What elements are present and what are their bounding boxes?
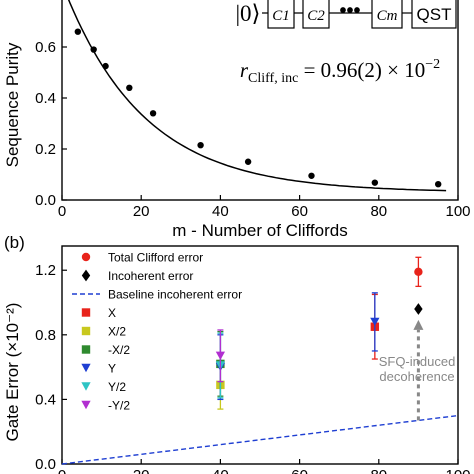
panel-b-ytick-label: 0.4 [35,391,56,408]
purity-point [90,46,97,53]
panel-b-ytick-label: 0.8 [35,327,56,344]
purity-point [197,141,204,149]
panel-b-xtick-label: 80 [370,467,387,474]
baseline-line [61,414,459,465]
panel-a-plot: Sequence Purity m - Number of Cliffords … [3,0,471,240]
panel-b-xtick-label: 100 [445,467,470,474]
legend-label-y: Y [108,362,116,376]
circuit-ket: |0⟩ [235,1,260,26]
legend-swatch-x [81,308,91,317]
panel-a-ylabel: Sequence Purity [3,42,22,167]
circuit-diagram: |0⟩ C1 C2 ••• Cm QST [235,0,457,29]
legend-label-y-2: -Y/2 [108,399,130,413]
point-incoherent-error [414,303,423,315]
gate-cm-label: Cm [377,8,398,24]
point-y [370,317,380,327]
gate-c2-box [302,0,330,29]
panel-b-xtick-label: 60 [291,467,308,474]
panel-b-ylabel: Gate Error (×10⁻²) [3,303,22,442]
fit-curve [67,0,447,192]
qst-label: QST [417,5,452,24]
qst-box [411,0,457,29]
purity-point [102,62,109,70]
gate-cm-box [371,0,403,29]
legend-swatch-y-2 [81,400,91,410]
panel-b-xtick-label: 20 [133,467,150,474]
gate-c1-label: C1 [272,8,290,24]
panel-b-ytick-label: 0.0 [35,456,56,473]
panel-b-frame [61,245,459,465]
legend-label-incoherent-error: Incoherent error [108,269,193,283]
legend-label-y-2: Y/2 [108,380,126,394]
rate-annotation: rCliff, inc = 0.96(2) × 10−2 [240,57,440,86]
gate-ellipsis: ••• [339,0,360,22]
legend-label-x-2: X/2 [108,325,126,339]
panel-a-xlabel: m - Number of Cliffords [172,221,347,240]
panel-a-ytick-label: 0.6 [35,39,56,56]
legend-swatch-total-clifford-error [81,252,91,262]
panel-a-frame [61,0,459,201]
panel-b-xtick-label: 40 [212,467,229,474]
purity-point [371,179,379,186]
gate-c1-box [267,0,295,29]
panel-b-label: (b) [4,233,25,252]
panel-a-xtick-label: 40 [212,203,229,220]
panel-b-plot: (b) Gate Error (×10⁻²) SFQ-induced decoh… [3,233,471,474]
legend-label-x-2: -X/2 [108,343,130,357]
panel-a-ytick-label: 0.2 [35,141,56,158]
panel-a-ytick-label: 0.4 [35,90,56,107]
panel-a-xtick-label: 0 [58,203,66,220]
panel-a-xtick-label: 60 [291,203,308,220]
legend-label-baseline-incoherent-error: Baseline incoherent error [108,288,242,302]
gate-c2-label: C2 [307,8,325,24]
purity-point [126,84,133,92]
panel-a-ytick-label: 0.0 [35,192,56,209]
panel-b-ytick-label: 1.2 [35,262,56,279]
purity-point [308,172,315,179]
legend-label-total-clifford-error: Total Clifford error [108,251,203,265]
legend-swatch-x-2 [81,326,91,336]
legend-swatch-incoherent-error [81,269,91,282]
purity-point [435,180,442,188]
legend-label-x: X [108,306,116,320]
point-y-2 [215,351,226,361]
panel-a-xtick-label: 80 [370,203,387,220]
legend-swatch-y [81,363,91,373]
purity-point [244,158,252,165]
purity-point [149,110,157,117]
purity-point [74,28,82,35]
sfq-arrow-head [413,319,424,330]
legend-swatch-x-2 [81,345,91,354]
point-total-clifford-error [414,267,423,277]
panel-a-xtick-label: 100 [445,203,470,220]
panel-a-xtick-label: 20 [133,203,150,220]
panel-b-xtick-label: 0 [58,467,66,474]
legend-swatch-y-2 [81,382,91,391]
